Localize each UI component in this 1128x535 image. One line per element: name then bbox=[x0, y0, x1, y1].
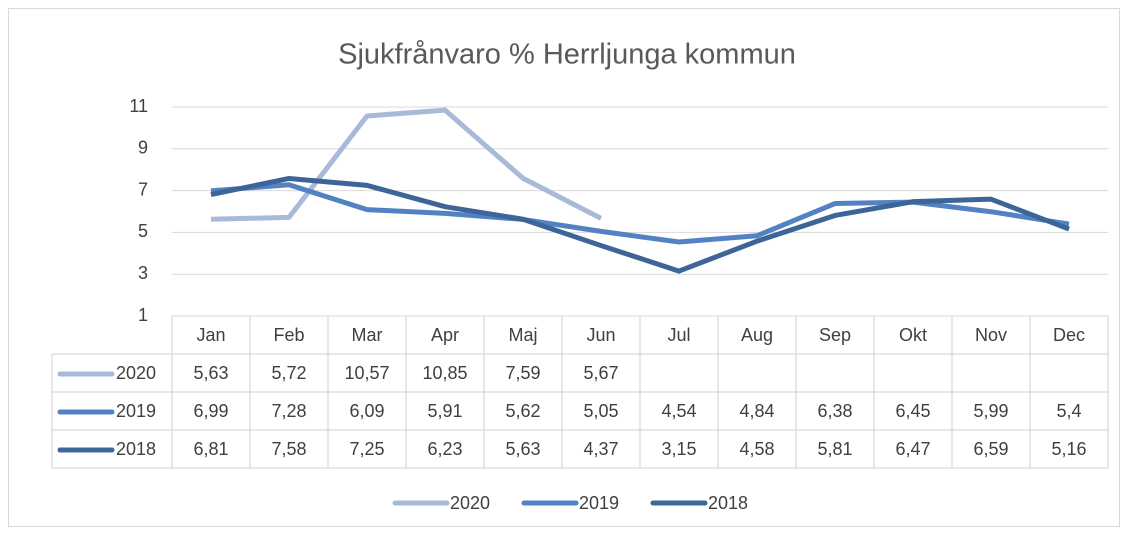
y-tick-label: 1 bbox=[138, 305, 148, 325]
table-cell: 4,58 bbox=[739, 439, 774, 459]
table-cell: 7,25 bbox=[349, 439, 384, 459]
table-cell: 6,38 bbox=[817, 401, 852, 421]
x-tick-label: Aug bbox=[741, 325, 773, 345]
x-tick-label: Dec bbox=[1053, 325, 1085, 345]
table-cell: 5,05 bbox=[583, 401, 618, 421]
chart-title: Sjukfrånvaro % Herrljunga kommun bbox=[338, 39, 796, 71]
series-line bbox=[210, 107, 603, 222]
table-cell: 10,57 bbox=[344, 363, 389, 383]
x-tick-label: Okt bbox=[899, 325, 927, 345]
table-cell: 5,63 bbox=[193, 363, 228, 383]
table-cell: 5,4 bbox=[1056, 401, 1081, 421]
table-cell: 4,37 bbox=[583, 439, 618, 459]
table-cell: 5,99 bbox=[973, 401, 1008, 421]
table-cell: 6,99 bbox=[193, 401, 228, 421]
table-cell: 7,58 bbox=[271, 439, 306, 459]
y-tick-label: 7 bbox=[138, 179, 148, 199]
x-tick-label: Jan bbox=[196, 325, 225, 345]
y-tick-label: 9 bbox=[138, 138, 148, 158]
table-cell: 6,23 bbox=[427, 439, 462, 459]
table-cell: 7,59 bbox=[505, 363, 540, 383]
x-tick-label: Jul bbox=[667, 325, 690, 345]
y-tick-label: 3 bbox=[138, 263, 148, 283]
x-tick-label: Sep bbox=[819, 325, 851, 345]
table-cell: 5,81 bbox=[817, 439, 852, 459]
table-row-label: 2020 bbox=[116, 363, 156, 383]
table-cell: 4,84 bbox=[739, 401, 774, 421]
table-cell: 3,15 bbox=[661, 439, 696, 459]
table-cell: 6,59 bbox=[973, 439, 1008, 459]
x-tick-label: Mar bbox=[352, 325, 383, 345]
table-cell: 7,28 bbox=[271, 401, 306, 421]
x-tick-label: Nov bbox=[975, 325, 1007, 345]
table-cell: 6,09 bbox=[349, 401, 384, 421]
legend-label: 2019 bbox=[579, 493, 619, 513]
table-cell: 5,67 bbox=[583, 363, 618, 383]
x-tick-label: Jun bbox=[586, 325, 615, 345]
table-cell: 10,85 bbox=[422, 363, 467, 383]
table-cell: 5,72 bbox=[271, 363, 306, 383]
legend-label: 2020 bbox=[450, 493, 490, 513]
table-row-label: 2018 bbox=[116, 439, 156, 459]
x-tick-label: Maj bbox=[508, 325, 537, 345]
table-cell: 5,62 bbox=[505, 401, 540, 421]
chart-border bbox=[8, 8, 1120, 527]
table-cell: 6,47 bbox=[895, 439, 930, 459]
y-tick-label: 11 bbox=[129, 96, 148, 116]
x-tick-label: Apr bbox=[431, 325, 459, 345]
table-row-label: 2019 bbox=[116, 401, 156, 421]
series-line bbox=[210, 175, 1070, 274]
table-cell: 4,54 bbox=[661, 401, 696, 421]
legend-label: 2018 bbox=[708, 493, 748, 513]
table-cell: 5,91 bbox=[427, 401, 462, 421]
table-cell: 6,81 bbox=[193, 439, 228, 459]
table-cell: 6,45 bbox=[895, 401, 930, 421]
table-cell: 5,16 bbox=[1051, 439, 1086, 459]
x-tick-label: Feb bbox=[273, 325, 304, 345]
table-cell: 5,63 bbox=[505, 439, 540, 459]
y-tick-label: 5 bbox=[138, 221, 148, 241]
